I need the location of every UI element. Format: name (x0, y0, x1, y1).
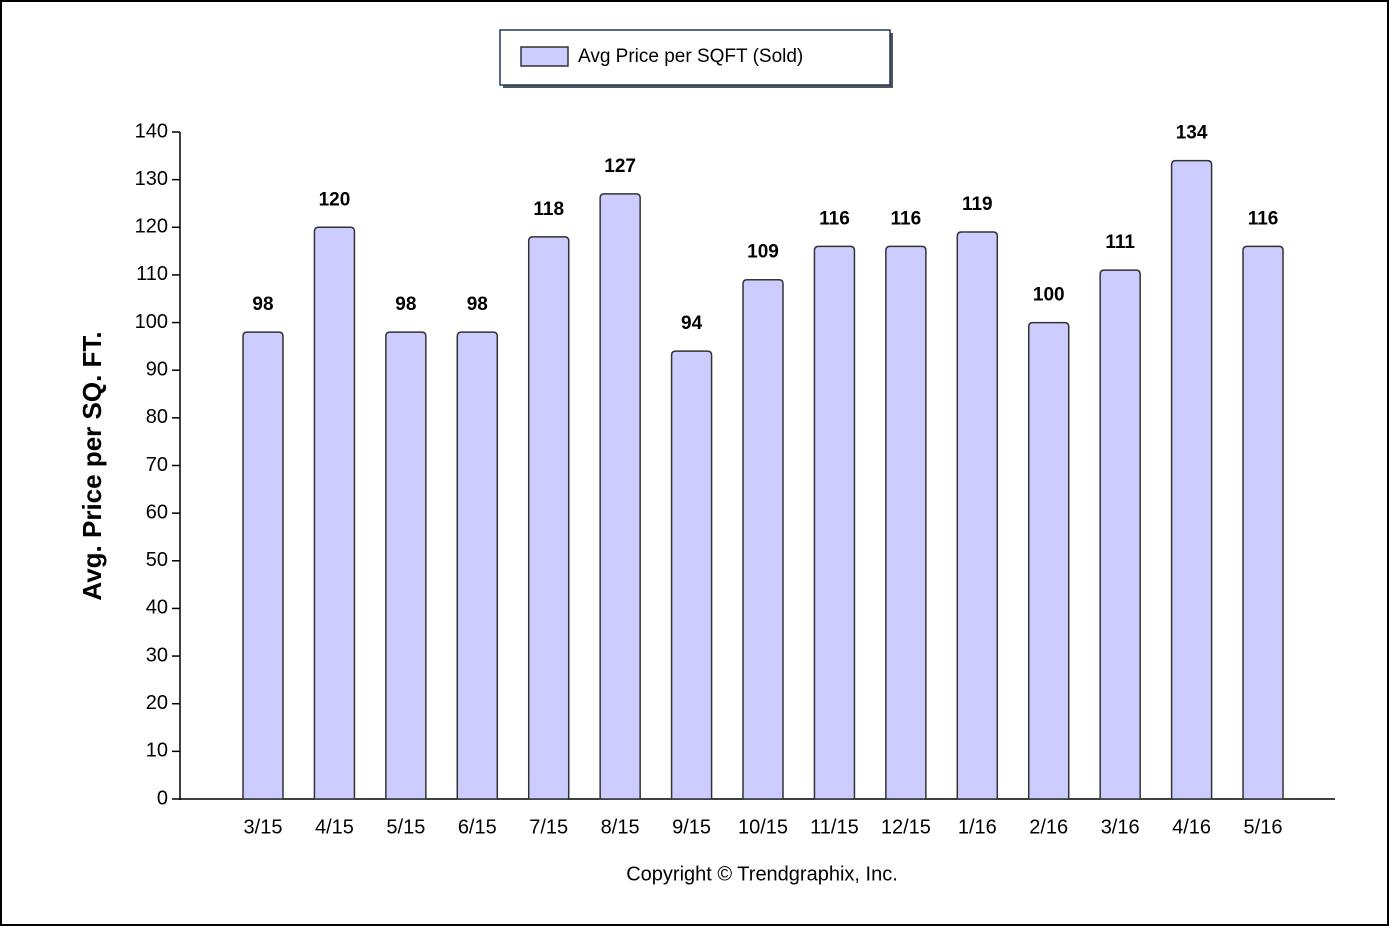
x-tick-label: 1/16 (958, 816, 997, 838)
y-tick-label: 70 (146, 454, 168, 476)
y-tick-label: 0 (157, 787, 168, 809)
bar (599, 193, 641, 800)
bar (742, 278, 784, 800)
x-tick-label: 3/15 (244, 816, 283, 838)
bar (313, 226, 356, 800)
x-tick-label: 4/16 (1172, 816, 1211, 838)
value-label: 116 (891, 208, 922, 229)
value-label: 118 (533, 199, 564, 220)
x-tick-label: 10/15 (738, 816, 788, 838)
x-tick-label: 2/16 (1029, 816, 1068, 838)
bar (242, 331, 284, 800)
bar (1099, 269, 1141, 800)
y-tick-label: 50 (146, 549, 168, 571)
x-tick-label: 8/15 (601, 816, 640, 838)
value-label: 134 (1176, 123, 1208, 144)
legend-swatch (520, 46, 569, 67)
y-tick-label: 40 (146, 597, 168, 619)
y-tick-label: 120 (135, 216, 168, 238)
y-tick-label: 110 (136, 263, 168, 285)
value-label: 120 (319, 189, 351, 210)
value-label: 111 (1105, 232, 1135, 253)
bar (1170, 159, 1213, 800)
bar (956, 231, 999, 800)
legend: Avg Price per SQFT (Sold) (499, 29, 893, 88)
y-tick-label: 10 (146, 740, 168, 762)
y-tick-label: 90 (146, 358, 168, 380)
value-label: 98 (467, 294, 488, 315)
value-label: 100 (1033, 285, 1065, 306)
x-tick-label: 4/15 (315, 816, 354, 838)
value-label: 116 (819, 208, 850, 229)
bar (885, 245, 927, 800)
bar (456, 331, 499, 800)
value-label: 119 (962, 194, 993, 215)
x-tick-label: 12/15 (881, 816, 931, 838)
x-tick-label: 5/16 (1244, 816, 1283, 838)
value-label: 116 (1248, 208, 1279, 229)
legend-label: Avg Price per SQFT (Sold) (578, 46, 803, 67)
x-tick-label: 5/15 (386, 816, 425, 838)
y-tick-label: 60 (146, 501, 168, 523)
bar (1242, 245, 1284, 800)
x-tick-label: 11/15 (810, 816, 859, 838)
bar (385, 331, 427, 800)
y-tick-label: 100 (135, 311, 168, 333)
value-label: 98 (252, 294, 273, 315)
value-label: 127 (604, 156, 636, 177)
value-label: 98 (395, 294, 416, 315)
x-tick-label: 9/15 (672, 816, 711, 838)
y-tick-label: 130 (135, 168, 168, 190)
y-axis-title: Avg. Price per SQ. FT. (77, 331, 107, 600)
bar (1027, 321, 1070, 800)
y-tick-label: 80 (146, 406, 168, 428)
copyright: Copyright © Trendgraphix, Inc. (626, 863, 898, 885)
y-tick-label: 20 (146, 692, 168, 714)
bar (813, 245, 856, 800)
x-tick-label: 7/15 (529, 816, 568, 838)
y-tick-label: 30 (146, 644, 168, 666)
bar (527, 236, 570, 800)
value-label: 109 (747, 242, 779, 263)
value-label: 94 (681, 313, 703, 334)
bar (670, 350, 713, 800)
y-tick-label: 140 (135, 120, 168, 142)
x-tick-label: 3/16 (1101, 816, 1140, 838)
x-tick-label: 6/15 (458, 816, 497, 838)
